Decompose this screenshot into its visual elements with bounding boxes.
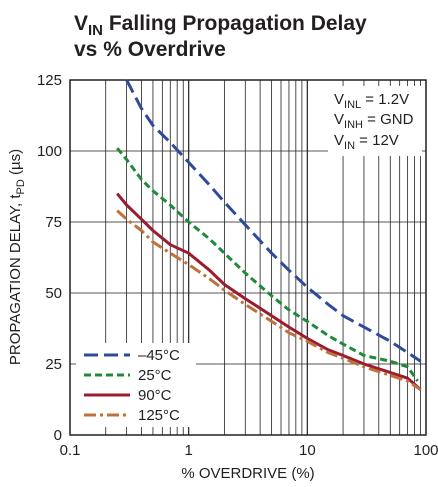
y-tick-label: 125: [37, 72, 62, 89]
annotation-vin-main: V: [334, 132, 344, 149]
annotation-vinh-main: V: [334, 111, 344, 128]
x-tick-label: 100: [413, 442, 438, 459]
y-axis-label-rest: (µs): [7, 149, 24, 179]
series-line-2: [116, 192, 422, 391]
chart-title-sub: IN: [88, 22, 103, 39]
x-tick-label: 0.1: [60, 442, 81, 459]
plot-frame: [69, 79, 427, 436]
y-axis-label: PROPAGATION DELAY, tPD (µs): [7, 149, 27, 365]
y-tick-label: 50: [45, 285, 62, 302]
annotation-vinh: VINH = GND: [334, 111, 414, 131]
annotation-vinl: VINL = 1.2V: [334, 91, 409, 111]
legend-label-1: 25°C: [138, 367, 172, 384]
annotation-vinl-main: V: [334, 91, 344, 108]
annotation-vin-sub: IN: [344, 140, 355, 152]
tick-labels: 0.1 1 10 100 0 25 50 75 100 125: [37, 72, 438, 459]
y-tick-label: 75: [45, 214, 62, 231]
x-axis-label: % OVERDRIVE (%): [181, 465, 314, 482]
chart-title-line1: VIN Falling Propagation Delay: [74, 12, 367, 39]
y-tick-label: 25: [45, 356, 62, 373]
annotation-vinh-rest: = GND: [363, 111, 414, 128]
legend-label-0: –45°C: [138, 347, 180, 364]
annotation-vin-rest: = 12V: [355, 132, 399, 149]
legend: –45°C 25°C 90°C 125°C: [84, 347, 180, 424]
annotation-vinl-rest: = 1.2V: [361, 91, 409, 108]
chart-title-line2: vs % Overdrive: [74, 38, 226, 61]
x-tick-label: 1: [184, 442, 192, 459]
annotation-vinh-sub: INH: [344, 119, 363, 131]
y-axis-label-sub: PD: [15, 179, 27, 194]
legend-box: [76, 343, 196, 427]
annotation-box: [328, 86, 422, 156]
legend-label-2: 90°C: [138, 387, 172, 404]
x-tick-label: 10: [299, 442, 316, 459]
annotation-vin: VIN = 12V: [334, 132, 399, 152]
chart-title-rest: Falling Propagation Delay: [103, 12, 367, 35]
y-tick-label: 0: [54, 427, 62, 444]
series-group: [116, 79, 422, 391]
series-line-0: [125, 79, 422, 363]
annotation-vinl-sub: INL: [344, 99, 361, 111]
legend-label-3: 125°C: [138, 407, 180, 424]
y-tick-label: 100: [37, 143, 62, 160]
y-axis-label-main: PROPAGATION DELAY, t: [7, 194, 24, 365]
chart-title-main: V: [74, 12, 88, 35]
